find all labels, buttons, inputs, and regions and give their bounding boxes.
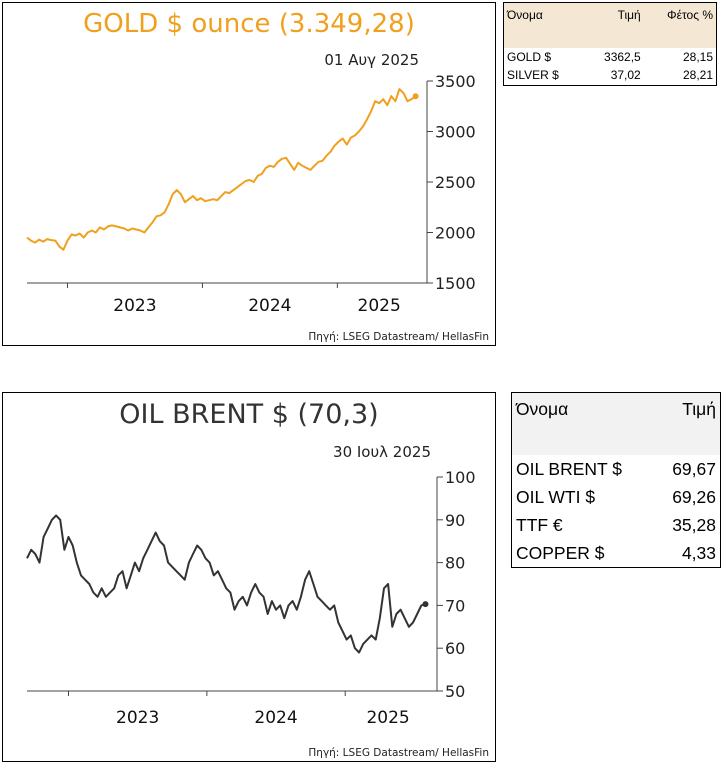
gold-chart: 1500 2000 2500 3000 3500 2023 2024 2025 <box>26 72 476 316</box>
cell-price: 3362,5 <box>604 50 641 64</box>
table-header-row: Όνομα Τιμή <box>512 393 720 455</box>
oil-chart-source: Πηγή: LSEG Datastream/ HellasFin <box>308 747 489 759</box>
cell-price: 4,33 <box>681 542 716 563</box>
x-tick-label: 2024 <box>254 708 297 728</box>
x-tick-label: 2023 <box>116 708 159 728</box>
table-row: GOLD $ 3362,5 28,15 <box>504 48 716 66</box>
y-tick-label: 3000 <box>435 123 476 142</box>
cell-name: OIL WTI $ <box>516 486 596 507</box>
table-row: OIL WTI $ 69,26 <box>512 483 720 511</box>
commodities-price-table: Όνομα Τιμή OIL BRENT $ 69,67 OIL WTI $ 6… <box>511 392 721 568</box>
cell-name: GOLD $ <box>507 50 552 64</box>
table-row: TTF € 35,28 <box>512 511 720 539</box>
y-tick-label: 50 <box>445 682 465 701</box>
cell-price: 37,02 <box>610 68 641 82</box>
table-row: COPPER $ 4,33 <box>512 539 720 567</box>
cell-name: COPPER $ <box>516 542 605 563</box>
series-line <box>26 514 426 654</box>
y-tick-label: 60 <box>445 639 465 658</box>
column-header-price: Τιμή <box>584 3 644 48</box>
cell-price: 69,67 <box>672 458 716 479</box>
oil-chart: 50 60 70 80 90 100 2023 2024 2025 <box>26 468 476 728</box>
y-tick-label: 80 <box>445 554 465 573</box>
oil-chart-date: 30 Ιουλ 2025 <box>333 443 431 461</box>
table-row: SILVER $ 37,02 28,21 <box>504 66 716 84</box>
x-tick-label: 2023 <box>113 296 156 316</box>
gold-chart-panel: 1500 2000 2500 3000 3500 2023 2024 2025 GOLD $ … <box>2 2 496 346</box>
gold-chart-title: GOLD $ ounce (3.349,28) <box>83 9 415 39</box>
series-line <box>26 88 417 251</box>
table-header-row: Όνομα Τιμή Φέτος % <box>504 3 716 48</box>
oil-chart-panel: 50 60 70 80 90 100 2023 2024 2025 OIL BRENT $ (7… <box>2 392 496 762</box>
column-header-name: Όνομα <box>512 393 656 455</box>
cell-name: TTF € <box>516 514 563 535</box>
last-value-marker <box>422 601 429 608</box>
y-tick-label: 2000 <box>435 224 476 243</box>
gold-price-table: Όνομα Τιμή Φέτος % GOLD $ 3362,5 28,15 S… <box>503 2 717 86</box>
x-tick-label: 2024 <box>248 296 291 316</box>
cell-name: SILVER $ <box>507 68 559 82</box>
column-header-price: Τιμή <box>655 393 720 455</box>
y-tick-label: 70 <box>445 596 465 615</box>
cell-ytd: 28,21 <box>682 68 713 82</box>
cell-price: 69,26 <box>672 486 716 507</box>
x-tick-label: 2025 <box>358 296 401 316</box>
table-row: OIL BRENT $ 69,67 <box>512 455 720 483</box>
cell-price: 35,28 <box>672 514 716 535</box>
oil-chart-title: OIL BRENT $ (70,3) <box>119 399 379 430</box>
gold-chart-source: Πηγή: LSEG Datastream/ HellasFin <box>308 331 489 343</box>
y-tick-label: 100 <box>445 468 476 487</box>
x-tick-label: 2025 <box>366 708 409 728</box>
cell-ytd: 28,15 <box>682 50 713 64</box>
y-tick-label: 90 <box>445 511 465 530</box>
last-value-marker <box>412 93 419 100</box>
column-header-name: Όνομα <box>504 3 585 48</box>
y-tick-label: 3500 <box>435 72 476 91</box>
y-tick-label: 1500 <box>435 274 476 293</box>
gold-chart-date: 01 Αυγ 2025 <box>324 51 419 69</box>
column-header-ytd: Φέτος % <box>643 3 716 48</box>
y-tick-label: 2500 <box>435 173 476 192</box>
cell-name: OIL BRENT $ <box>516 458 623 479</box>
